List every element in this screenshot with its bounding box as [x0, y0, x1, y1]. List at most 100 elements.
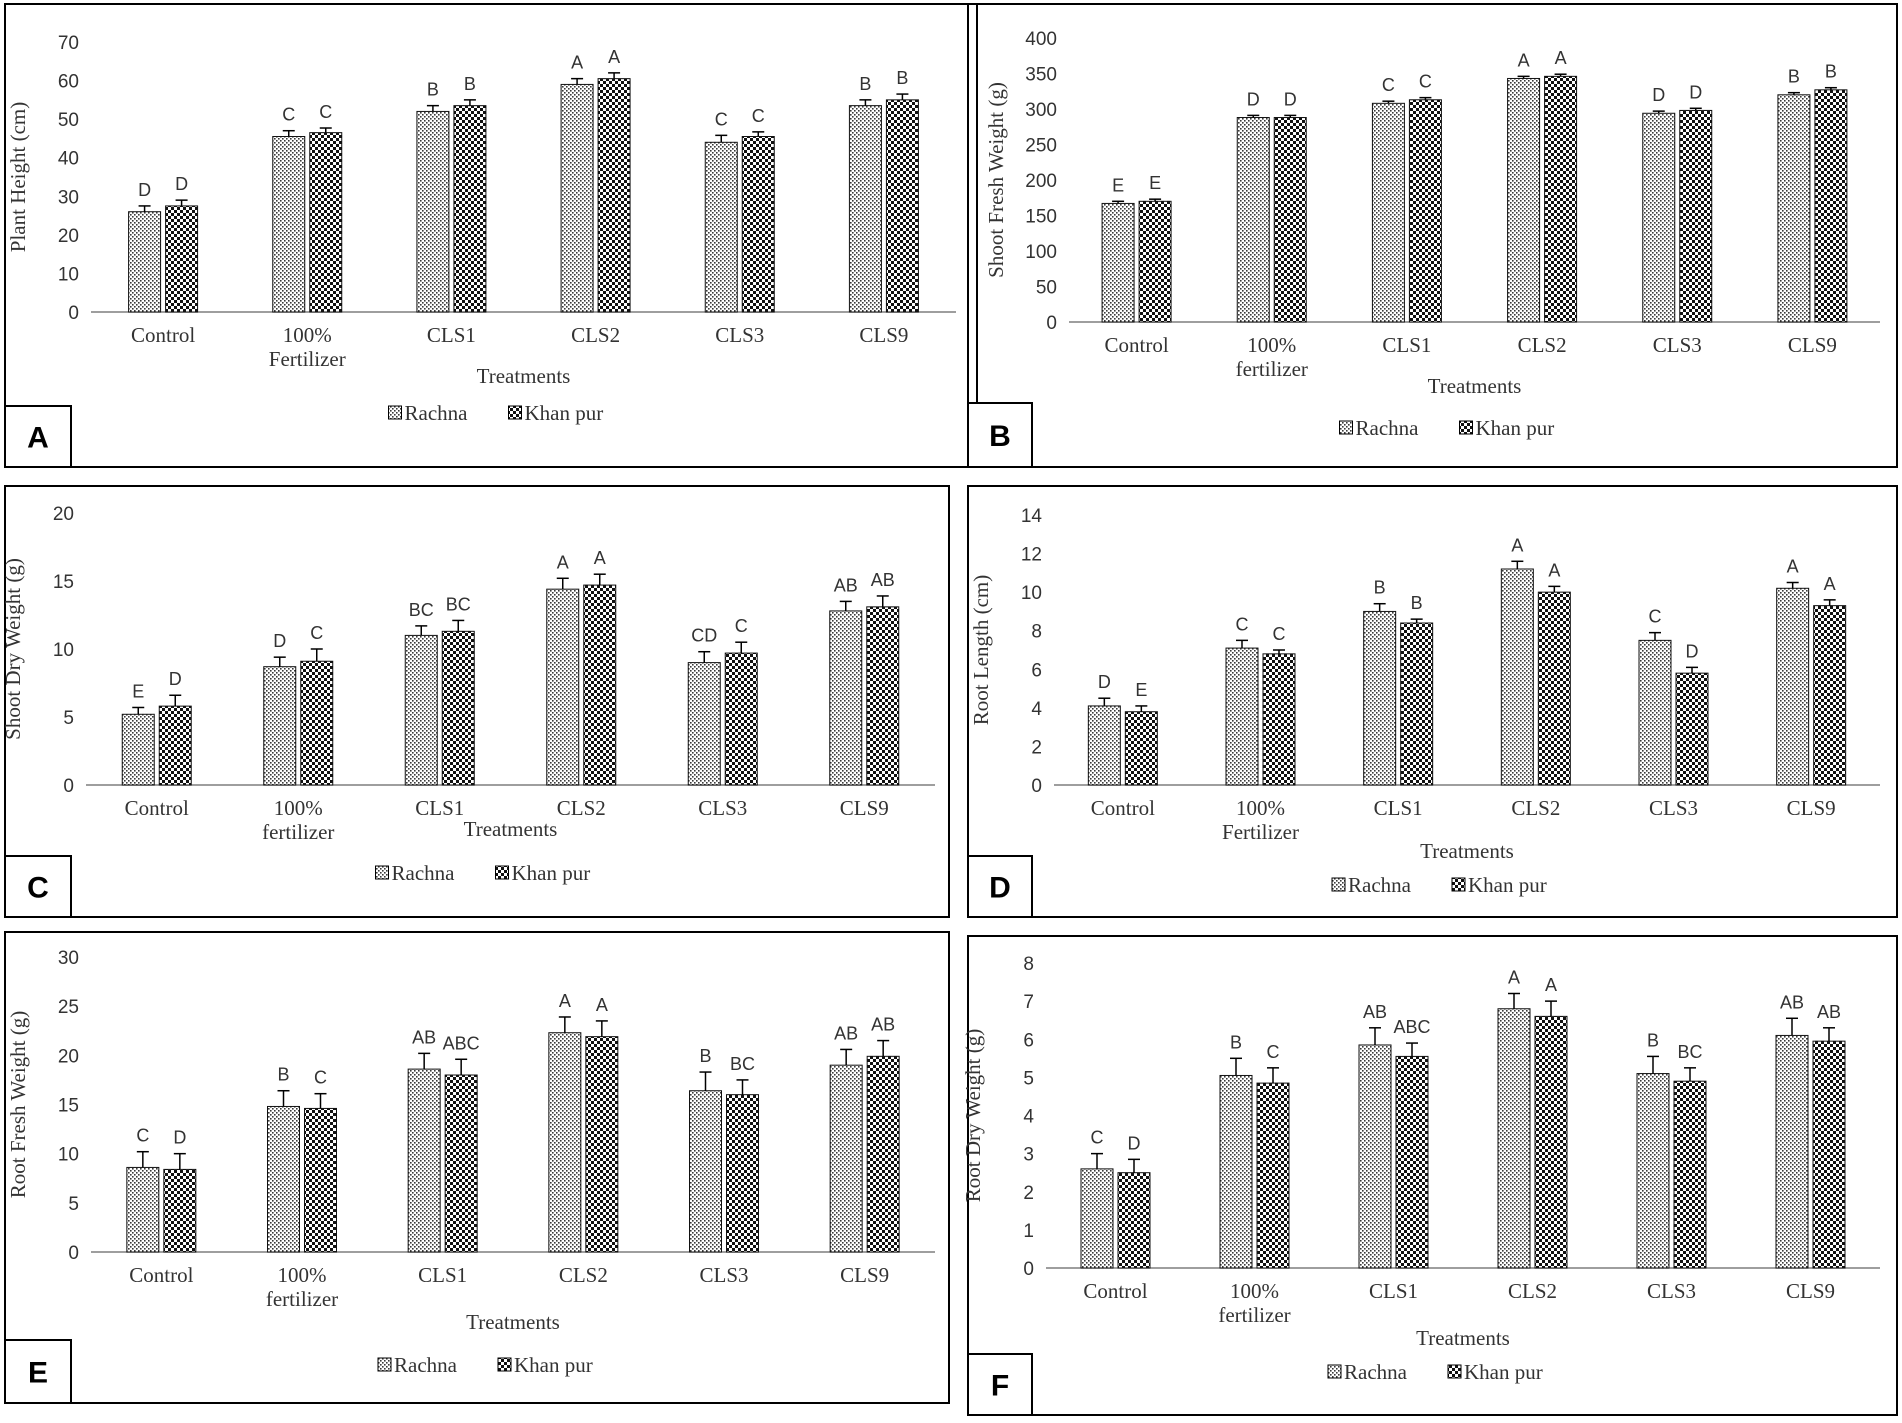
x-axis-title: Treatments — [466, 1310, 560, 1334]
bar-rachna — [1371, 102, 1405, 323]
bar-rachna — [126, 1166, 160, 1253]
panel-letter: D — [989, 872, 1011, 905]
significance-letter: AB — [1780, 992, 1804, 1012]
significance-letter: C — [1649, 607, 1662, 627]
bar-rachna — [1497, 1008, 1531, 1269]
panel-letter: B — [989, 420, 1011, 453]
y-axis-title: Shoot Fresh Weight (g) — [984, 82, 1008, 278]
significance-letter: D — [1686, 641, 1699, 661]
y-tick-label: 15 — [58, 1096, 79, 1117]
bar-rachna — [404, 634, 438, 786]
x-tick-label: CLS3 — [1647, 1279, 1696, 1303]
legend-swatch-rachna — [377, 1357, 392, 1372]
significance-letter: B — [1411, 593, 1423, 613]
x-tick-label: CLS9 — [1788, 333, 1837, 357]
x-tick-label: CLS9 — [840, 1263, 889, 1287]
bar-rachna — [128, 211, 162, 313]
y-tick-label: 0 — [68, 303, 79, 324]
significance-letter: AB — [871, 570, 895, 590]
bar-rachna — [829, 610, 863, 786]
significance-letter: D — [1284, 89, 1297, 109]
x-tick-label: CLS2 — [571, 323, 620, 347]
panel-letter: F — [991, 1370, 1009, 1403]
panel-letter-box — [967, 402, 1033, 468]
x-axis-title: Treatments — [1420, 839, 1514, 863]
bar-khan-pur — [453, 105, 487, 313]
bar-rachna — [416, 110, 450, 313]
significance-letter: C — [752, 106, 765, 126]
significance-letter: A — [1518, 50, 1530, 70]
legend-label-khan-pur: Khan pur — [1468, 873, 1547, 897]
bar-rachna — [1363, 610, 1397, 786]
y-axis-title: Shoot Dry Weight (g) — [1, 558, 25, 740]
y-tick-label: 30 — [58, 948, 79, 969]
significance-letter: D — [1247, 89, 1260, 109]
significance-letter: B — [699, 1046, 711, 1066]
y-tick-label: 6 — [1023, 1030, 1034, 1051]
x-tick-label: Control — [131, 323, 195, 347]
panel-letter-box — [4, 855, 72, 918]
significance-letter: C — [1273, 624, 1286, 644]
significance-letter: D — [273, 631, 286, 651]
panel-border — [967, 485, 1898, 918]
significance-letter: AB — [1817, 1002, 1841, 1022]
bar-khan-pur — [165, 205, 199, 313]
x-tick-label: 100% Fertilizer — [1222, 796, 1299, 844]
bar-khan-pur — [1395, 1055, 1429, 1269]
significance-letter: A — [571, 53, 583, 73]
legend-swatch-khan-pur — [495, 865, 509, 880]
significance-letter: C — [319, 102, 332, 122]
bar-khan-pur — [724, 652, 758, 786]
legend-swatch-khan-pur — [1459, 420, 1473, 435]
bar-khan-pur — [741, 136, 775, 313]
x-tick-label: CLS2 — [559, 1263, 608, 1287]
x-tick-label: CLS1 — [427, 323, 476, 347]
legend: Rachna Khan pur — [388, 401, 604, 425]
x-tick-label: CLS9 — [859, 323, 908, 347]
significance-letter: A — [1787, 557, 1799, 577]
bar-khan-pur — [583, 584, 617, 786]
y-tick-label: 350 — [1025, 65, 1057, 86]
x-tick-label: CLS1 — [1382, 333, 1431, 357]
significance-letter: A — [596, 995, 608, 1015]
significance-letter: C — [1382, 75, 1395, 95]
y-tick-label: 50 — [58, 110, 79, 131]
legend-label-khan-pur: Khan pur — [525, 401, 604, 425]
bar-khan-pur — [1262, 653, 1296, 786]
significance-letter: AB — [412, 1027, 436, 1047]
y-tick-label: 12 — [1021, 545, 1042, 566]
bar-khan-pur — [300, 660, 334, 786]
legend-swatch-khan-pur — [508, 405, 522, 420]
y-tick-label: 300 — [1025, 100, 1057, 121]
x-axis-title: Treatments — [1428, 374, 1522, 398]
significance-letter: A — [1548, 560, 1560, 580]
x-tick-label: Control — [129, 1263, 193, 1287]
y-tick-label: 70 — [58, 33, 79, 54]
significance-letter: A — [608, 47, 620, 67]
bar-khan-pur — [1544, 75, 1578, 323]
y-tick-label: 2 — [1023, 1183, 1034, 1204]
legend: Rachna Khan pur — [377, 1353, 593, 1377]
bar-rachna — [560, 83, 594, 313]
bar-rachna — [1087, 705, 1121, 786]
x-tick-label: CLS3 — [1653, 333, 1702, 357]
bar-khan-pur — [1273, 117, 1307, 323]
significance-letter: E — [1149, 173, 1161, 193]
x-tick-label: 100% Fertilizer — [269, 323, 346, 371]
x-tick-label: CLS3 — [698, 796, 747, 820]
y-tick-label: 10 — [58, 264, 79, 285]
bar-rachna — [687, 662, 721, 786]
bar-rachna — [1507, 77, 1541, 323]
significance-letter: A — [557, 552, 569, 572]
y-tick-label: 2 — [1031, 737, 1042, 758]
bar-khan-pur — [726, 1094, 759, 1253]
y-tick-label: 0 — [1023, 1259, 1034, 1280]
panel-letter: A — [27, 422, 49, 455]
x-tick-label: CLS9 — [1786, 1279, 1835, 1303]
significance-letter: BC — [409, 600, 434, 620]
bar-rachna — [704, 141, 738, 313]
significance-letter: BC — [446, 594, 471, 614]
significance-letter: A — [594, 548, 606, 568]
y-tick-label: 4 — [1023, 1107, 1034, 1128]
y-tick-label: 8 — [1031, 622, 1042, 643]
